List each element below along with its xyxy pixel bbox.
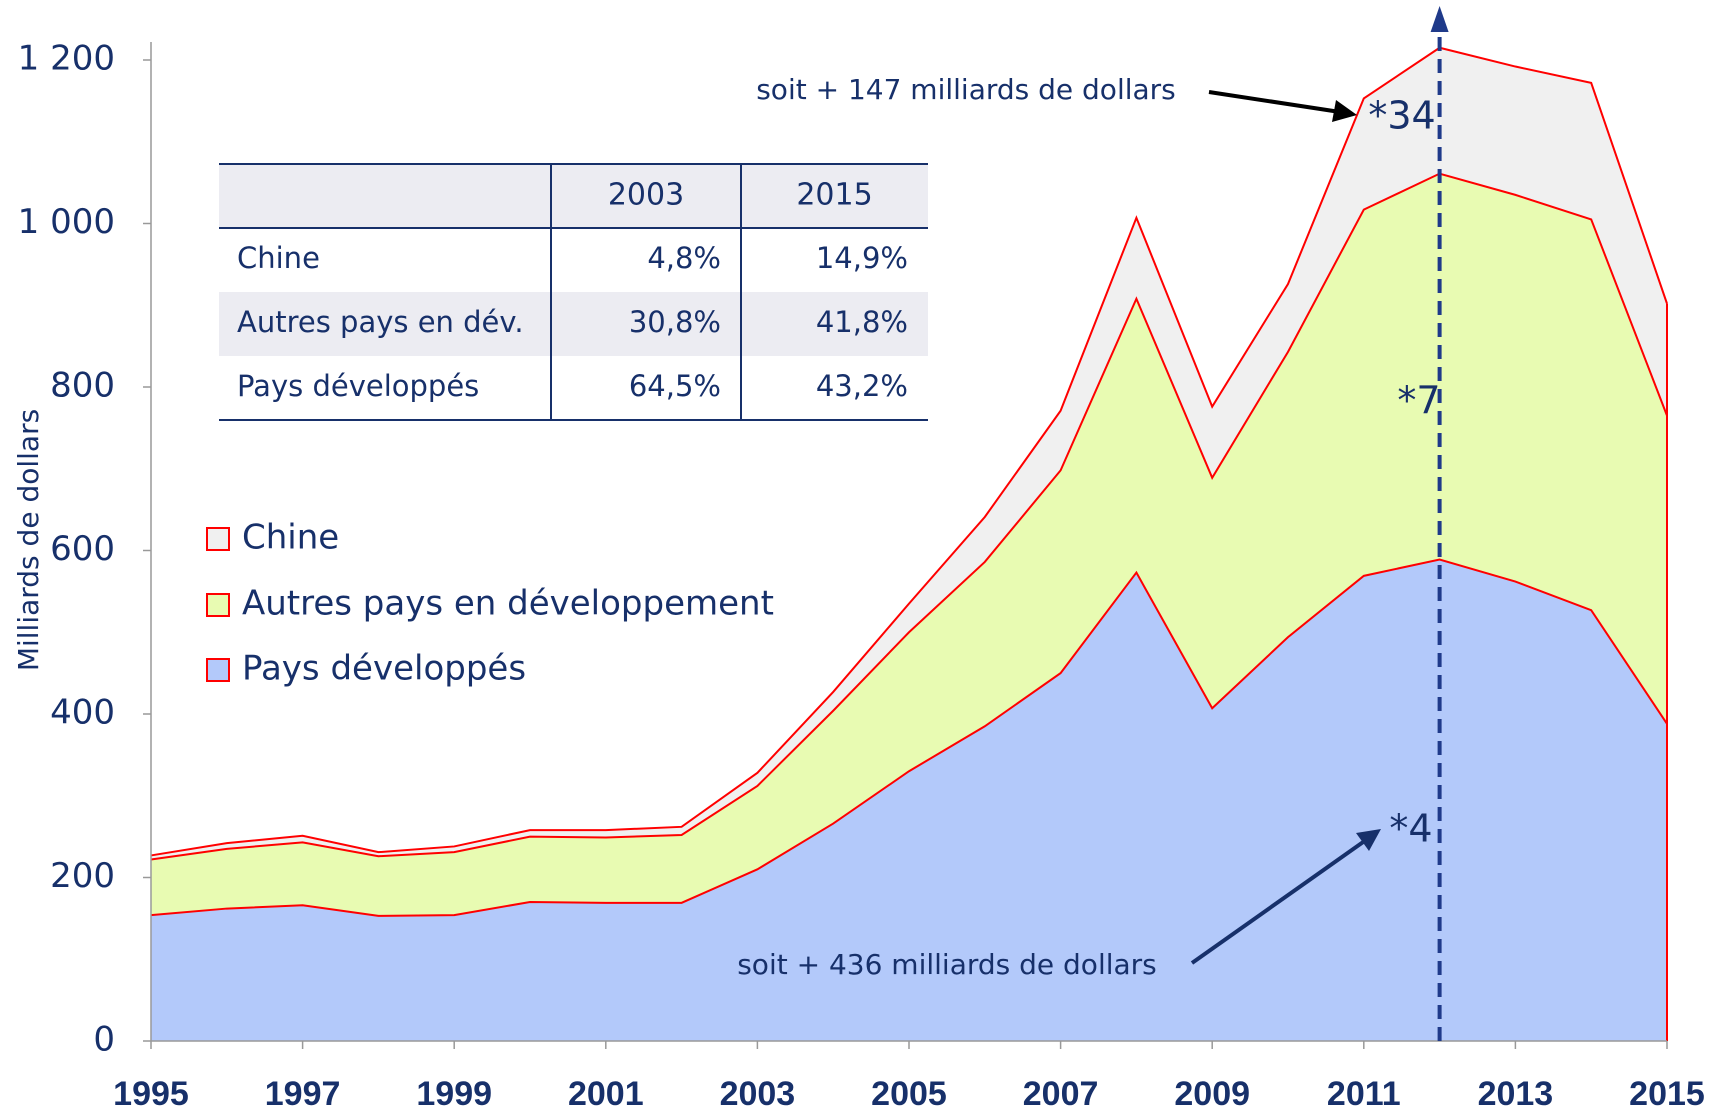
x-tick-label: 2009 — [1174, 1075, 1250, 1113]
x-tick-label: 2015 — [1629, 1075, 1705, 1113]
x-tick-label: 2003 — [720, 1075, 796, 1113]
x-tick-label: 2011 — [1327, 1075, 1401, 1113]
legend-label: Chine — [242, 518, 339, 558]
area — [151, 559, 1667, 1041]
x-tick-label: 2013 — [1478, 1075, 1554, 1113]
annotation: *4 — [1389, 807, 1432, 851]
x-tick-label: 1997 — [265, 1075, 341, 1113]
table-cell: 30,8% — [629, 305, 721, 339]
area — [151, 173, 1667, 916]
annotation: *34 — [1368, 94, 1435, 138]
x-tick-label: 1995 — [113, 1075, 189, 1113]
legend-swatch — [206, 658, 230, 682]
arrow — [1208, 90, 1341, 114]
table-cell: 41,8% — [816, 305, 908, 339]
y-tick-label: 1 000 — [18, 202, 115, 242]
table-row-label: Chine — [237, 241, 320, 275]
area-edge — [150, 558, 1668, 917]
table-column-header: 2015 — [796, 178, 872, 213]
table-row-label: Autres pays en dév. — [237, 305, 524, 339]
reference-arrowhead — [1430, 6, 1449, 32]
table-cell: 4,8% — [647, 241, 721, 275]
area — [151, 47, 1667, 860]
y-tick-label: 800 — [50, 366, 115, 406]
arrow — [1190, 838, 1368, 965]
arrowhead — [1332, 100, 1357, 122]
y-tick-label: 0 — [93, 1020, 115, 1060]
x-tick-label: 1999 — [416, 1075, 492, 1113]
arrowhead — [1356, 829, 1381, 851]
x-tick-label: 2001 — [568, 1075, 644, 1113]
legend-swatch — [206, 593, 230, 617]
area-edge — [150, 172, 1668, 861]
table-column-header: 2003 — [608, 178, 684, 213]
annotation: soit + 436 milliards de dollars — [737, 948, 1157, 981]
table-row-bg — [219, 292, 928, 356]
y-tick-label: 600 — [50, 529, 115, 569]
area-edge — [150, 46, 1668, 857]
table-header-bg — [219, 164, 928, 228]
table-cell: 64,5% — [629, 369, 721, 403]
x-tick-label: 2005 — [871, 1075, 947, 1113]
annotation: soit + 147 milliards de dollars — [756, 73, 1176, 106]
y-tick-label: 1 200 — [18, 39, 115, 79]
table-cell: 14,9% — [816, 241, 908, 275]
table-row-label: Pays développés — [237, 369, 479, 403]
annotation: *7 — [1397, 379, 1440, 423]
y-tick-label: 200 — [50, 856, 115, 896]
legend-label: Pays développés — [242, 649, 526, 689]
y-axis-label: Milliards de dollars — [12, 409, 45, 671]
y-tick-label: 400 — [50, 693, 115, 733]
legend-swatch — [206, 527, 230, 551]
legend-label: Autres pays en développement — [242, 584, 774, 624]
table-cell: 43,2% — [816, 369, 908, 403]
x-tick-label: 2007 — [1023, 1075, 1099, 1113]
